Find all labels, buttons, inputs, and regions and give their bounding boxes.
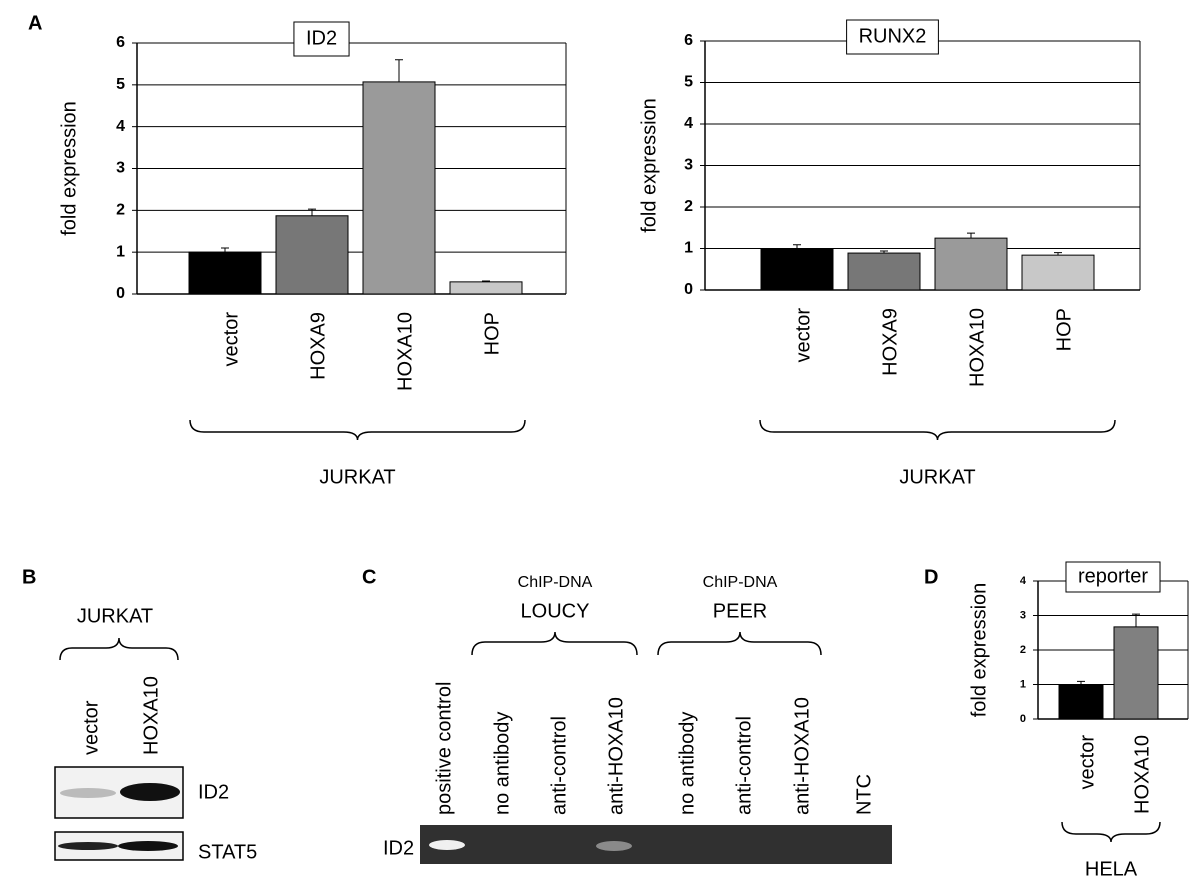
cell-line: JURKAT <box>77 605 153 627</box>
y-tick-label: 6 <box>684 32 693 49</box>
y-tick-label: 6 <box>116 34 125 51</box>
lane-label: anti-control <box>548 716 570 815</box>
group-title: ChIP-DNA <box>703 574 778 591</box>
group-label: HELA <box>1085 858 1138 880</box>
y-tick-label: 1 <box>1020 678 1026 690</box>
lane-label: anti-control <box>733 716 755 815</box>
error-bar <box>967 232 975 239</box>
chart-title: ID2 <box>306 27 337 49</box>
y-axis-label: fold expression <box>968 583 990 718</box>
error-bar <box>395 59 403 82</box>
y-tick-label: 5 <box>684 74 693 91</box>
lane-label: NTC <box>853 774 875 815</box>
bar <box>760 248 834 291</box>
panel-label: B <box>22 566 36 588</box>
error-bar <box>308 208 316 216</box>
group-label: JURKAT <box>899 466 975 488</box>
lane-label: no antibody <box>491 712 513 815</box>
title-box <box>293 21 350 57</box>
bar <box>847 252 921 291</box>
bar <box>934 237 1008 291</box>
brace <box>759 419 1116 441</box>
group-label: JURKAT <box>319 466 395 488</box>
x-tick-label: vector <box>1076 735 1098 790</box>
y-tick-label: 3 <box>684 157 693 174</box>
error-bar <box>880 250 888 254</box>
lane-label: anti-HOXA10 <box>791 697 813 815</box>
bar <box>1021 254 1095 291</box>
error-bar <box>482 280 490 282</box>
y-tick-label: 2 <box>116 202 125 219</box>
lane-labels: positive control no antibody anti-control a… <box>433 682 875 815</box>
bar <box>1058 684 1104 720</box>
chart-title: RUNX2 <box>859 25 927 47</box>
x-tick-label: HOP <box>481 312 503 355</box>
x-tick-label: HOXA10 <box>966 308 988 387</box>
y-tick-label: 4 <box>1020 575 1027 587</box>
y-axis-label: fold expression <box>638 98 660 233</box>
y-tick-label: 1 <box>116 243 125 260</box>
group-cell-line: LOUCY <box>521 600 590 622</box>
band-label: STAT5 <box>198 841 257 863</box>
brace <box>657 631 822 656</box>
brace <box>189 419 526 441</box>
lane-label: anti-HOXA10 <box>605 697 627 815</box>
lane-label: positive control <box>433 682 455 815</box>
x-tick-label: HOP <box>1053 308 1075 351</box>
error-bar <box>793 244 801 249</box>
y-tick-label: 1 <box>684 240 693 257</box>
y-tick-label: 3 <box>1020 609 1026 621</box>
x-tick-label: HOXA10 <box>394 312 416 391</box>
bar <box>275 215 349 295</box>
x-tick-label: HOXA10 <box>1131 735 1153 814</box>
bar <box>362 81 436 295</box>
title-box <box>1065 561 1161 593</box>
band <box>120 783 180 801</box>
panel-label: A <box>28 12 42 34</box>
x-tick-label: HOXA9 <box>307 312 329 380</box>
bar <box>1113 626 1159 720</box>
y-tick-label: 0 <box>1020 713 1026 725</box>
y-tick-label: 4 <box>116 118 125 135</box>
error-bar <box>1077 680 1085 685</box>
error-bar <box>1054 252 1062 256</box>
gel-band <box>429 840 465 850</box>
band-label: ID2 <box>198 781 229 803</box>
lane-label: HOXA10 <box>140 676 162 755</box>
chart-title: reporter <box>1078 565 1148 587</box>
y-tick-label: 0 <box>116 285 125 302</box>
charts: 0 1 2 3 4 5 6 vector HOXA9 HOXA10 HOP ID2 fold expre… <box>58 19 1189 880</box>
lane-label: vector <box>80 700 102 755</box>
y-tick-label: 0 <box>684 281 693 298</box>
brace <box>1061 821 1161 843</box>
brace <box>59 637 179 661</box>
panel-label: D <box>924 566 938 588</box>
gel-label: ID2 <box>383 837 414 859</box>
x-tick-label: vector <box>220 312 242 367</box>
lane-label: no antibody <box>676 712 698 815</box>
y-tick-label: 3 <box>116 160 125 177</box>
y-tick-label: 4 <box>684 115 693 132</box>
y-tick-label: 5 <box>116 76 125 93</box>
band <box>58 842 118 850</box>
error-bar <box>221 247 229 253</box>
bar <box>449 281 523 295</box>
band <box>118 841 178 851</box>
y-axis-label: fold expression <box>58 101 80 236</box>
band <box>60 788 116 798</box>
error-bar <box>1132 613 1140 627</box>
brace <box>471 631 638 656</box>
bar <box>188 251 262 295</box>
group-cell-line: PEER <box>713 600 767 622</box>
title-box <box>846 19 939 55</box>
x-tick-label: vector <box>792 308 814 363</box>
gel-band <box>596 841 632 851</box>
y-tick-label: 2 <box>1020 644 1026 656</box>
group-title: ChIP-DNA <box>518 574 593 591</box>
gel <box>420 825 892 864</box>
x-tick-label: HOXA9 <box>879 308 901 376</box>
y-tick-label: 2 <box>684 198 693 215</box>
panel-label: C <box>362 566 376 588</box>
